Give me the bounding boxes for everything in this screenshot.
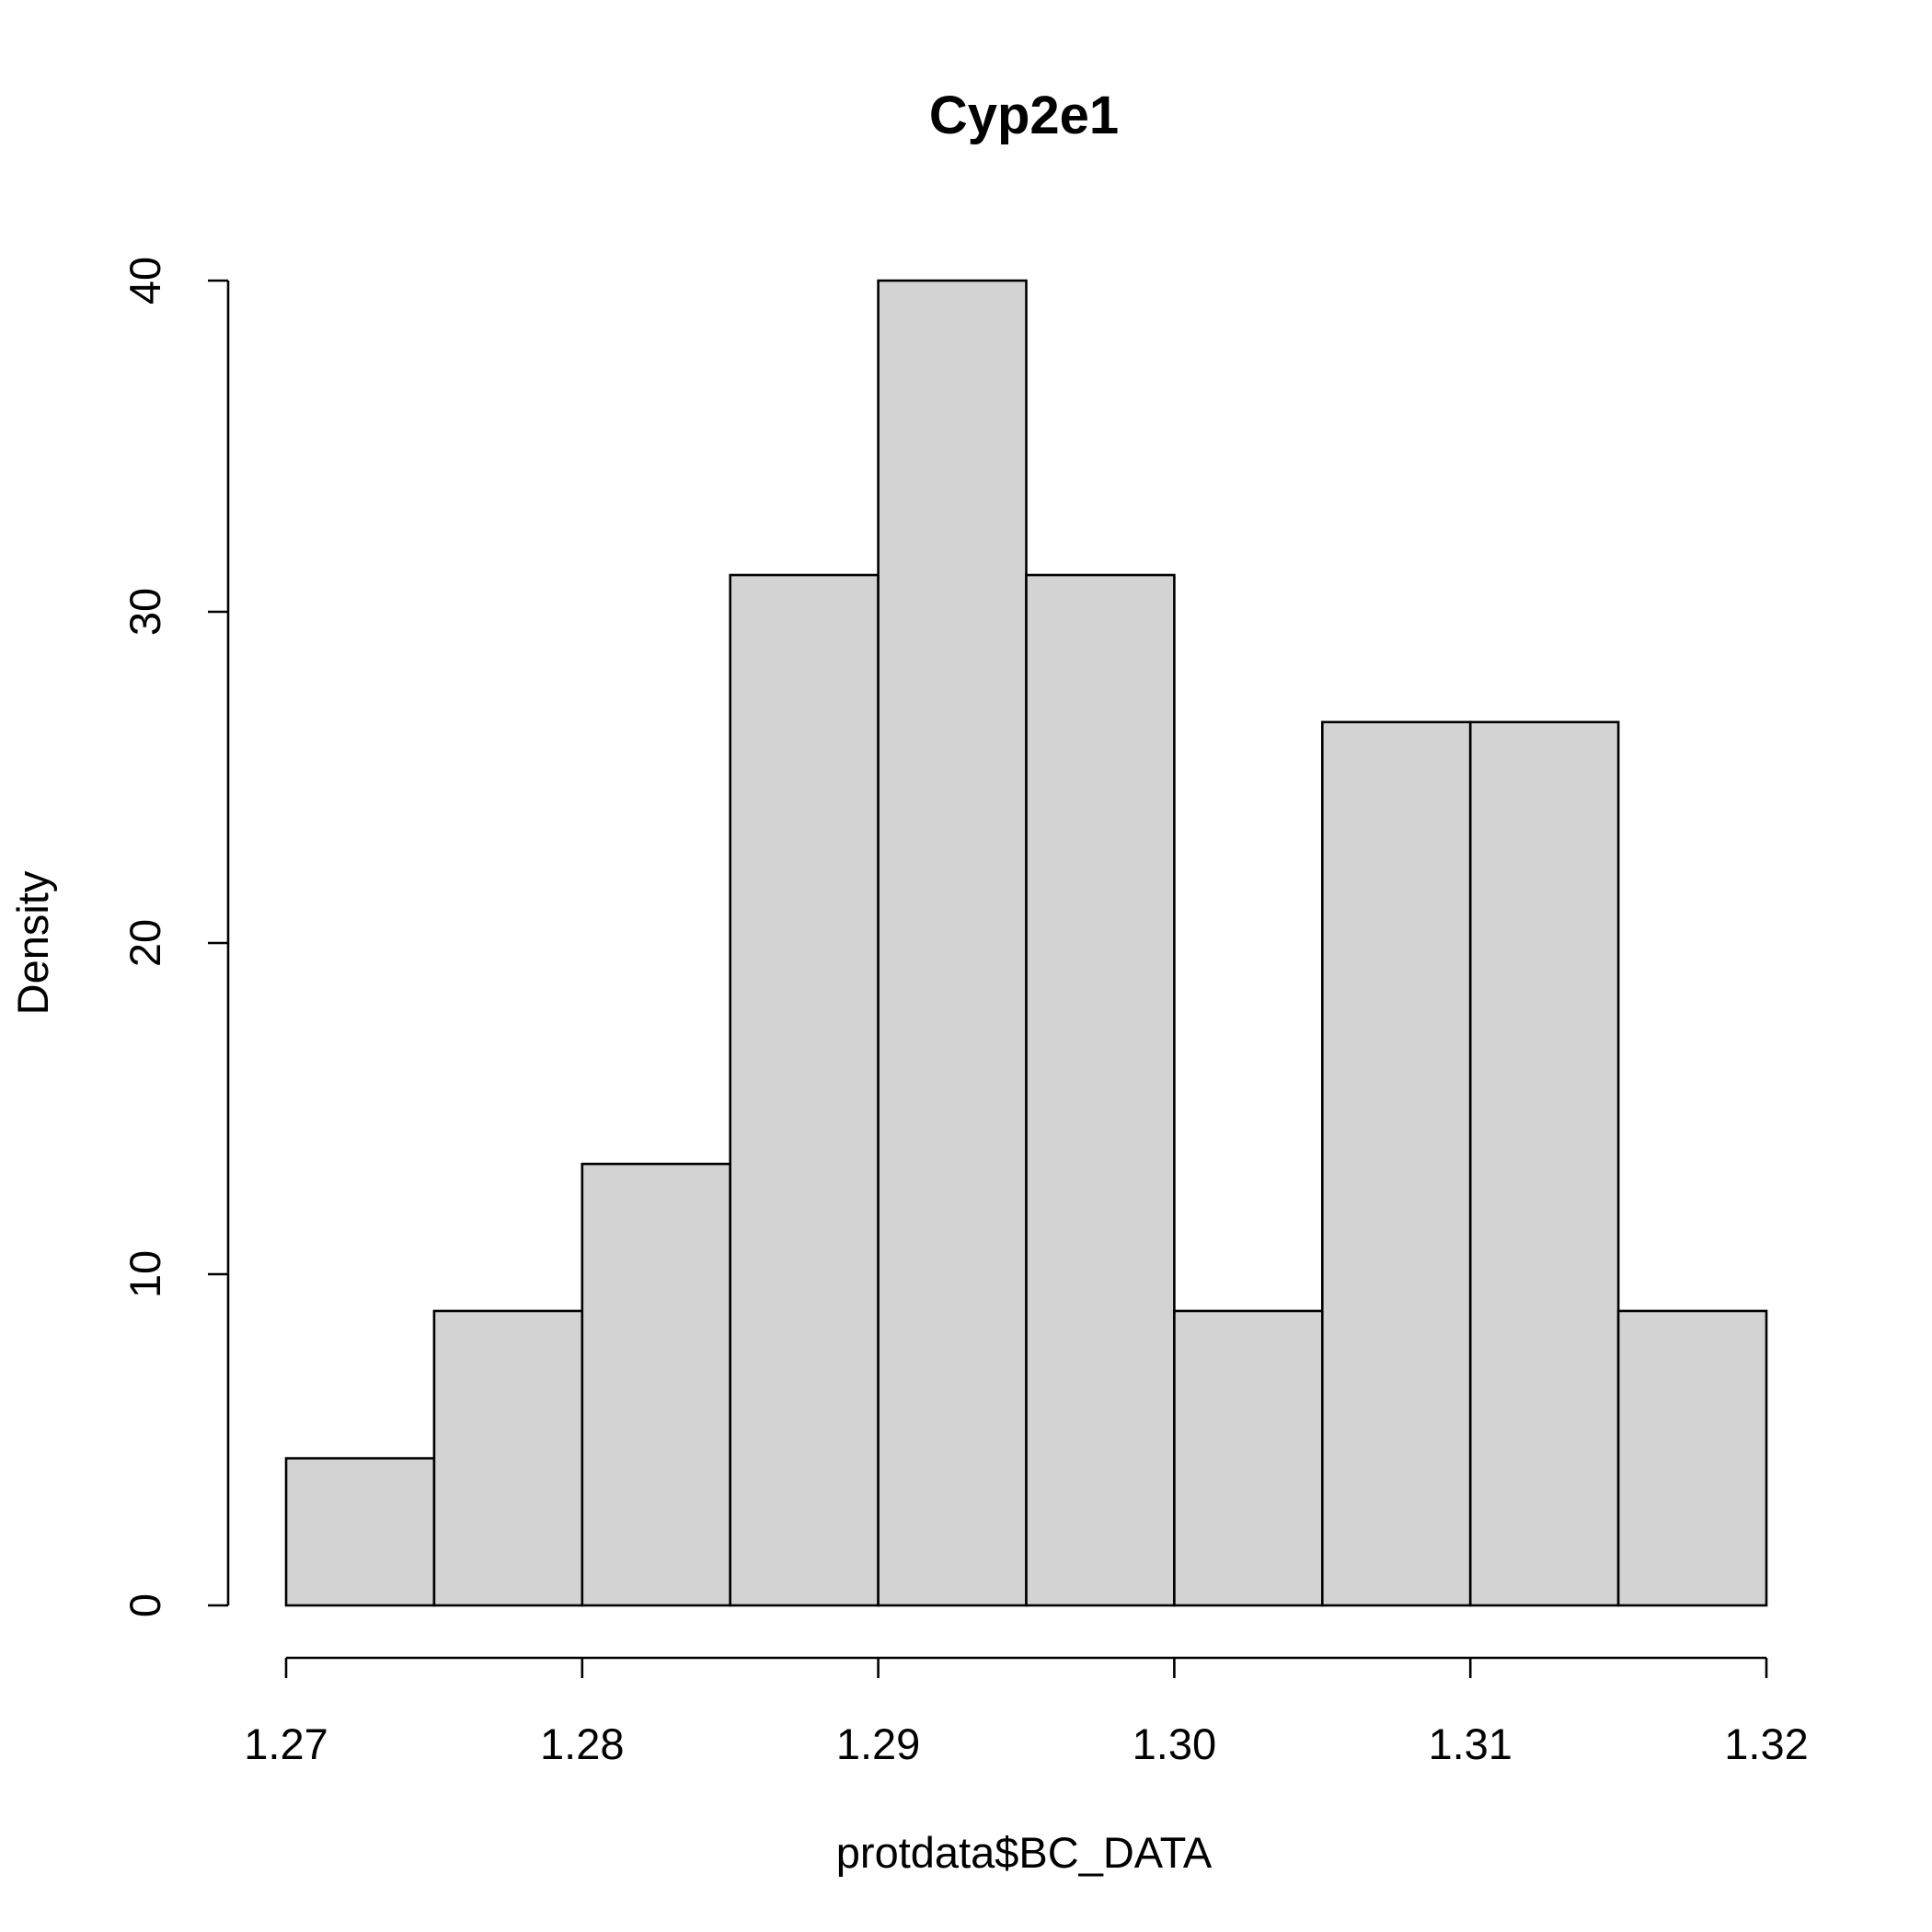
x-tick-label: 1.30 <box>1133 1719 1216 1768</box>
x-axis: 1.27 1.28 1.29 1.30 1.31 1.32 <box>244 1656 1809 1768</box>
y-tick-label: 40 <box>121 257 169 305</box>
x-tick-label: 1.32 <box>1724 1719 1808 1768</box>
histogram-bar-3 <box>581 1162 731 1607</box>
y-axis-label: Density <box>8 870 57 1015</box>
histogram-bar-9 <box>1468 720 1620 1607</box>
histogram-bar-8 <box>1321 720 1472 1607</box>
histogram-bar-7 <box>1173 1309 1324 1607</box>
y-tick-label: 30 <box>121 588 169 636</box>
x-tick-label: 1.29 <box>836 1719 920 1768</box>
histogram-bar-4 <box>729 573 880 1607</box>
y-tick-label: 0 <box>121 1593 169 1617</box>
histogram-bar-1 <box>284 1456 436 1607</box>
histogram-bar-5 <box>877 279 1028 1607</box>
x-tick-label: 1.31 <box>1428 1719 1512 1768</box>
histogram-bar-6 <box>1025 573 1176 1607</box>
histogram-bar-10 <box>1616 1309 1768 1607</box>
y-tick-label: 20 <box>121 919 169 967</box>
chart-title: Cyp2e1 <box>929 86 1119 145</box>
x-tick-label: 1.28 <box>540 1719 624 1768</box>
x-tick-label: 1.27 <box>244 1719 328 1768</box>
x-axis-label: protdata$BC_DATA <box>836 1828 1213 1877</box>
y-tick-label: 10 <box>121 1250 169 1298</box>
histogram-bar-2 <box>432 1309 584 1607</box>
y-axis: 0 10 20 30 40 <box>121 257 230 1617</box>
histogram-bars <box>284 279 1768 1607</box>
